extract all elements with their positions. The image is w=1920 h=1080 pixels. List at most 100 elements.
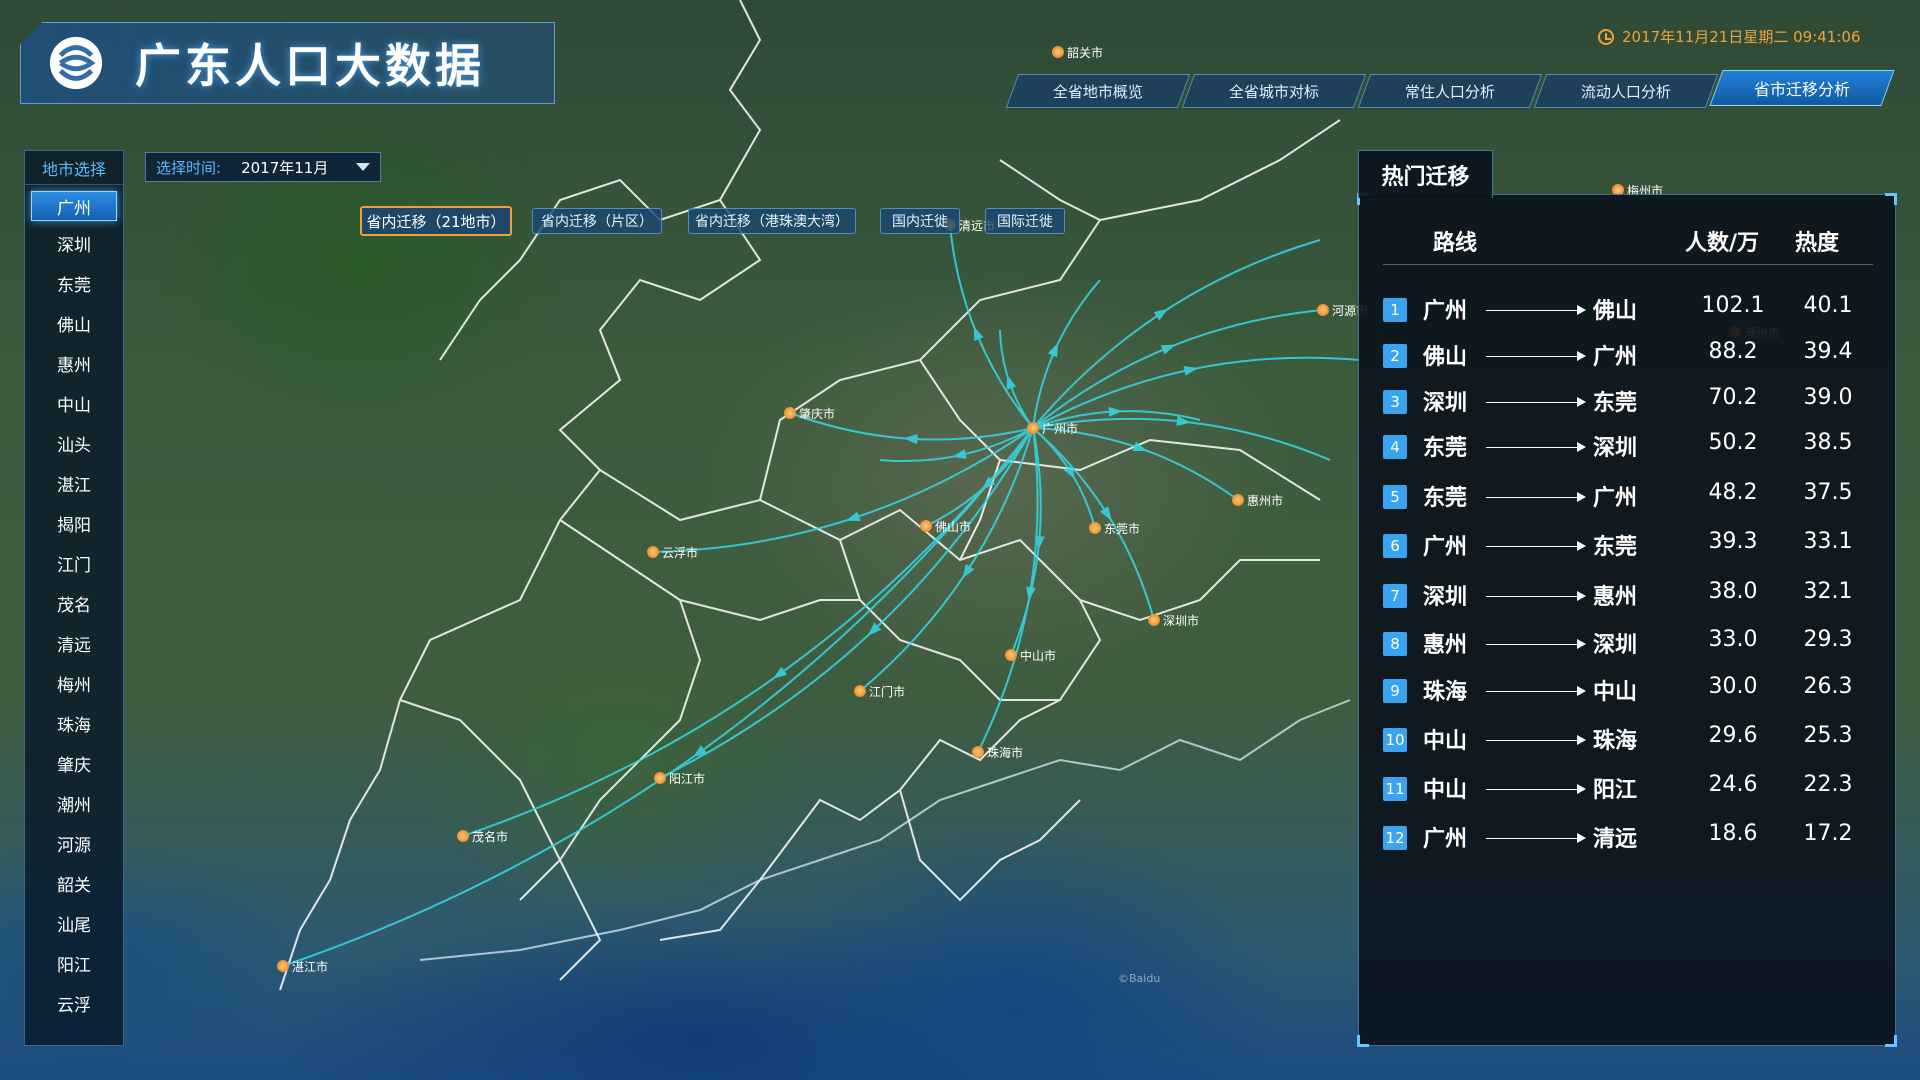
tab-migration-analysis[interactable]: 省市迁移分析 [1709, 70, 1895, 106]
flow-arrow-icon [1047, 342, 1059, 358]
province-boundaries [279, 0, 1341, 991]
corner-decoration [1885, 193, 1897, 205]
subtab-intra-province-21[interactable]: 省内迁移（21地市） [360, 206, 512, 236]
subtab-international[interactable]: 国际迁徙 [985, 208, 1065, 234]
migration-flow-lines [282, 224, 1361, 967]
city-item[interactable]: 清远 [57, 635, 91, 656]
flow-arrow-icon [1108, 406, 1123, 417]
city-dot[interactable] [784, 407, 796, 419]
city-item[interactable]: 中山 [57, 395, 91, 416]
tab-label: 省市迁移分析 [1753, 80, 1850, 99]
city-item[interactable]: 惠州 [57, 355, 91, 376]
time-select-dropdown[interactable]: 选择时间: 2017年11月 [145, 152, 381, 182]
table-row[interactable]: 6 广州 东莞 39.3 33.1 [1383, 527, 1873, 567]
route-to: 东莞 [1593, 535, 1638, 560]
migration-count: 33.0 [1708, 627, 1758, 652]
city-item[interactable]: 汕头 [57, 435, 91, 456]
city-item[interactable]: 阳江 [57, 955, 91, 976]
city-dot[interactable] [1027, 422, 1039, 434]
flow-arrow-icon [772, 666, 788, 679]
rank-badge: 4 [1383, 435, 1407, 459]
table-row[interactable]: 2 佛山 广州 88.2 39.4 [1383, 337, 1873, 377]
subtab-intra-province-area[interactable]: 省内迁移（片区） [532, 208, 662, 234]
city-label: 湛江市 [292, 959, 328, 974]
city-dot[interactable] [1612, 184, 1624, 196]
heat-value: 29.3 [1803, 627, 1853, 652]
subtab-greater-bay[interactable]: 省内迁移（港珠澳大湾） [688, 208, 856, 234]
page-title: 广东人口大数据 [135, 39, 485, 93]
city-item[interactable]: 茂名 [57, 595, 91, 616]
flow-line [999, 329, 1034, 429]
rank-badge: 12 [1383, 826, 1407, 850]
route-to: 广州 [1593, 345, 1638, 370]
arrow-right-icon [1486, 833, 1586, 843]
migration-count: 18.6 [1708, 821, 1758, 846]
city-dot[interactable] [647, 546, 659, 558]
subtab-domestic[interactable]: 国内迁徙 [880, 208, 960, 234]
city-dot[interactable] [1089, 522, 1101, 534]
arrow-right-icon [1486, 442, 1586, 452]
city-dot[interactable] [1232, 494, 1244, 506]
flow-line [1032, 309, 1324, 429]
arrow-right-icon [1486, 541, 1586, 551]
tab-floating-population[interactable]: 流动人口分析 [1533, 74, 1719, 108]
city-dot[interactable] [972, 746, 984, 758]
table-row[interactable]: 1 广州 佛山 102.1 40.1 [1383, 291, 1873, 331]
table-row[interactable]: 11 中山 阳江 24.6 22.3 [1383, 770, 1873, 810]
city-item[interactable]: 揭阳 [57, 515, 91, 536]
migration-count: 102.1 [1701, 293, 1765, 318]
table-row[interactable]: 8 惠州 深圳 33.0 29.3 [1383, 625, 1873, 665]
table-row[interactable]: 4 东莞 深圳 50.2 38.5 [1383, 428, 1873, 468]
heat-value: 22.3 [1803, 772, 1853, 797]
hot-table-header: 路线 人数/万 热度 [1383, 217, 1873, 265]
city-item[interactable]: 潮州 [57, 795, 91, 816]
route-to: 佛山 [1593, 299, 1638, 324]
city-item[interactable]: 佛山 [57, 315, 91, 336]
city-item[interactable]: 广州 [31, 191, 117, 221]
city-item[interactable]: 河源 [57, 835, 91, 856]
city-item[interactable]: 云浮 [57, 995, 91, 1016]
rank-badge: 11 [1383, 777, 1407, 801]
arrow-right-icon [1486, 591, 1586, 601]
flow-line [1032, 279, 1101, 429]
city-selector-panel: 地市选择 广州深圳东莞佛山惠州中山汕头湛江揭阳江门茂名清远梅州珠海肇庆潮州河源韶… [24, 150, 124, 1046]
city-item[interactable]: 东莞 [57, 275, 91, 296]
rank-badge: 9 [1383, 679, 1407, 703]
heat-value: 32.1 [1803, 579, 1853, 604]
city-dot[interactable] [920, 520, 932, 532]
title-banner: 广东人口大数据 [20, 22, 555, 104]
city-dot[interactable] [1052, 46, 1064, 58]
city-item[interactable]: 肇庆 [57, 755, 91, 776]
city-item[interactable]: 韶关 [57, 875, 91, 896]
city-item[interactable]: 深圳 [57, 235, 91, 256]
city-item[interactable]: 汕尾 [57, 915, 91, 936]
table-row[interactable]: 10 中山 珠海 29.6 25.3 [1383, 721, 1873, 761]
tab-city-benchmark[interactable]: 全省城市对标 [1181, 74, 1367, 108]
rank-badge: 1 [1383, 298, 1407, 322]
flow-arrow-icon [1183, 366, 1199, 376]
city-dot[interactable] [1005, 649, 1017, 661]
table-row[interactable]: 5 东莞 广州 48.2 37.5 [1383, 478, 1873, 518]
city-dot[interactable] [654, 772, 666, 784]
city-panel-title: 地市选择 [25, 151, 123, 185]
city-item[interactable]: 江门 [57, 555, 91, 576]
city-item[interactable]: 湛江 [57, 475, 91, 496]
city-dot[interactable] [277, 960, 289, 972]
arrow-right-icon [1486, 686, 1586, 696]
table-row[interactable]: 7 深圳 惠州 38.0 32.1 [1383, 577, 1873, 617]
city-dot[interactable] [1148, 614, 1160, 626]
table-row[interactable]: 12 广州 清远 18.6 17.2 [1383, 819, 1873, 859]
city-dot[interactable] [854, 685, 866, 697]
tab-resident-population[interactable]: 常住人口分析 [1357, 74, 1543, 108]
table-row[interactable]: 3 深圳 东莞 70.2 39.0 [1383, 383, 1873, 423]
city-dot[interactable] [1317, 304, 1329, 316]
city-dot[interactable] [457, 830, 469, 842]
route-from: 广州 [1423, 827, 1468, 852]
table-row[interactable]: 9 珠海 中山 30.0 26.3 [1383, 672, 1873, 712]
city-item[interactable]: 珠海 [57, 715, 91, 736]
city-label: 肇庆市 [799, 406, 835, 421]
migration-count: 88.2 [1708, 339, 1758, 364]
tab-province-overview[interactable]: 全省地市概览 [1005, 74, 1191, 108]
city-item[interactable]: 梅州 [57, 675, 91, 696]
